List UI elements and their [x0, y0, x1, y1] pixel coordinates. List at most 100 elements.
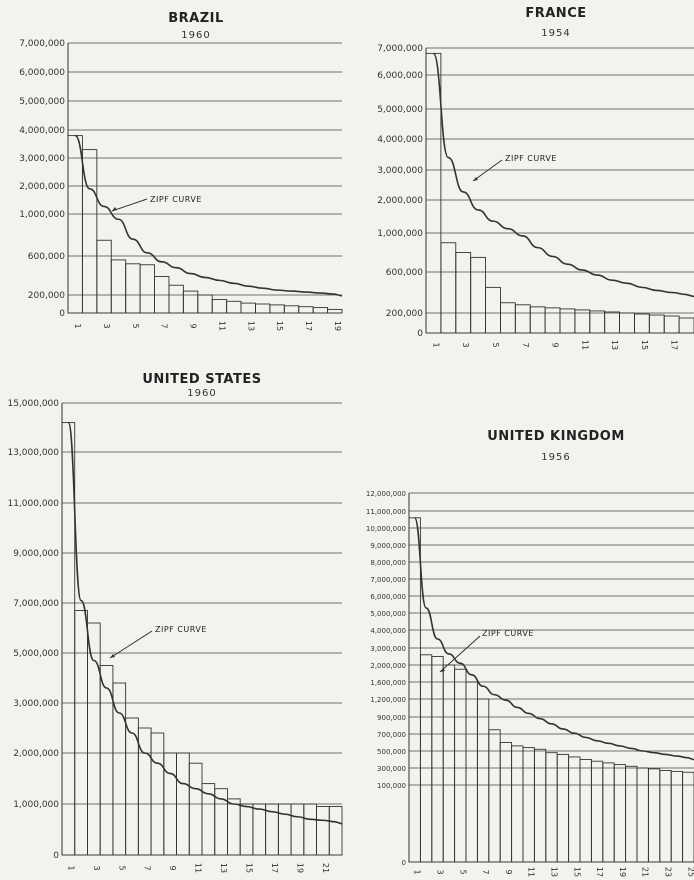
- x-tick-label: 1: [431, 342, 440, 347]
- bar: [425, 52, 442, 334]
- zipf-curve-arrowhead: [440, 668, 445, 672]
- y-tick-label: 9,000,000: [370, 542, 406, 550]
- bar: [197, 294, 213, 314]
- zipf-curve-pointer: [111, 198, 148, 212]
- bar: [239, 803, 254, 856]
- chart-title: UNITED STATES: [142, 372, 261, 387]
- bar: [454, 668, 467, 863]
- x-tick-label: 5: [131, 323, 140, 328]
- y-tick-label: 3,000,000: [377, 166, 423, 176]
- x-tick-label: 3: [436, 869, 445, 874]
- bar: [255, 303, 271, 314]
- y-tick-label: 5,000,000: [370, 610, 406, 618]
- chart-year: 1954: [541, 28, 570, 39]
- bar: [269, 304, 285, 314]
- y-tick-label: 5,000,000: [19, 97, 65, 107]
- x-tick-label: 15: [245, 863, 254, 873]
- bar: [648, 314, 665, 334]
- x-tick-label: 17: [595, 867, 604, 877]
- bar: [589, 310, 606, 334]
- bar: [312, 307, 329, 314]
- bar: [488, 729, 501, 863]
- bar: [568, 756, 581, 863]
- x-tick-label: 3: [92, 865, 101, 870]
- y-tick-label: 200,000: [28, 291, 65, 301]
- bar: [522, 747, 535, 863]
- x-tick-label: 11: [527, 867, 536, 877]
- y-tick-label: 200,000: [386, 309, 423, 319]
- x-tick-label: 19: [333, 321, 342, 331]
- y-tick-label: 6,000,000: [377, 71, 423, 81]
- bar: [514, 304, 531, 334]
- bar: [636, 767, 649, 863]
- bar: [298, 306, 314, 314]
- bar: [87, 622, 101, 856]
- bar: [440, 242, 457, 334]
- y-tick-label: 1,600,000: [370, 679, 406, 687]
- y-tick-label: 7,000,000: [13, 599, 59, 609]
- chart-year: 1960: [187, 388, 216, 399]
- bar: [545, 752, 558, 863]
- x-tick-label: 5: [491, 342, 500, 347]
- x-tick-label: 13: [219, 863, 228, 873]
- bar: [96, 239, 112, 314]
- bar: [283, 305, 300, 314]
- bar: [511, 745, 524, 863]
- bar: [110, 259, 127, 314]
- bar: [61, 422, 76, 856]
- y-tick-label: 6,000,000: [370, 593, 406, 601]
- y-tick-label: 0: [402, 859, 406, 867]
- bar: [150, 732, 165, 856]
- bar: [431, 656, 444, 863]
- x-tick-label: 9: [551, 342, 560, 347]
- zipf-curve-pointer: [109, 630, 153, 659]
- chart-panel-france: FRANCE 1954 7,000,000 6,000,000 5,000,000 4,0…: [377, 6, 694, 350]
- y-tick-label: 10,000,000: [366, 525, 406, 533]
- y-tick-label: 1,200,000: [370, 696, 406, 704]
- y-tick-label: 6,000,000: [19, 68, 65, 78]
- y-tick-label: 2,000,000: [19, 182, 65, 192]
- y-tick-label: 0: [59, 309, 65, 319]
- y-tick-label: 100,000: [377, 782, 406, 790]
- bar: [67, 135, 83, 314]
- y-tick-label: 5,000,000: [377, 105, 423, 115]
- bar: [613, 764, 627, 863]
- x-tick-label: 15: [572, 867, 581, 877]
- y-tick-label: 11,000,000: [366, 508, 406, 516]
- y-tick-label: 4,000,000: [370, 627, 406, 635]
- chart-title: FRANCE: [525, 6, 586, 21]
- chart-panel-united-states: UNITED STATES196015,000,00013,000,00011,…: [7, 372, 343, 873]
- bar: [470, 256, 487, 334]
- x-tick-label: 1: [413, 869, 422, 874]
- bar: [556, 753, 570, 863]
- x-tick-label: 9: [504, 869, 513, 874]
- x-tick-label: 23: [664, 867, 673, 877]
- bar: [465, 681, 478, 863]
- x-tick-label: 11: [194, 863, 203, 873]
- bar: [139, 264, 155, 314]
- y-tick-label: 5,000,000: [13, 649, 59, 659]
- x-tick-label: 7: [160, 323, 169, 328]
- y-tick-label: 8,000,000: [370, 559, 406, 567]
- zipf-curve-arrowhead: [110, 654, 115, 658]
- y-tick-label: 500,000: [377, 748, 406, 756]
- bar: [590, 760, 604, 863]
- y-tick-label: 3,000,000: [370, 645, 406, 653]
- bar: [485, 286, 501, 334]
- bar: [303, 803, 317, 856]
- y-tick-label: 1,000,000: [13, 800, 59, 810]
- y-tick-label: 1,000,000: [377, 229, 423, 239]
- zipf-curve-arrowhead: [112, 207, 117, 211]
- chart-title: UNITED KINGDOM: [487, 429, 625, 444]
- zipf-curve-label: ZIPF CURVE: [155, 625, 207, 634]
- zipf-curve-line: [432, 52, 694, 298]
- zipf-curve-arrowhead: [473, 177, 478, 181]
- y-tick-label: 300,000: [377, 765, 406, 773]
- y-tick-label: 2,000,000: [370, 662, 406, 670]
- y-tick-label: 15,000,000: [7, 399, 59, 409]
- x-tick-label: 17: [270, 863, 279, 873]
- y-tick-label: 3,000,000: [13, 699, 59, 709]
- x-tick-label: 7: [143, 865, 152, 870]
- bar: [559, 308, 576, 334]
